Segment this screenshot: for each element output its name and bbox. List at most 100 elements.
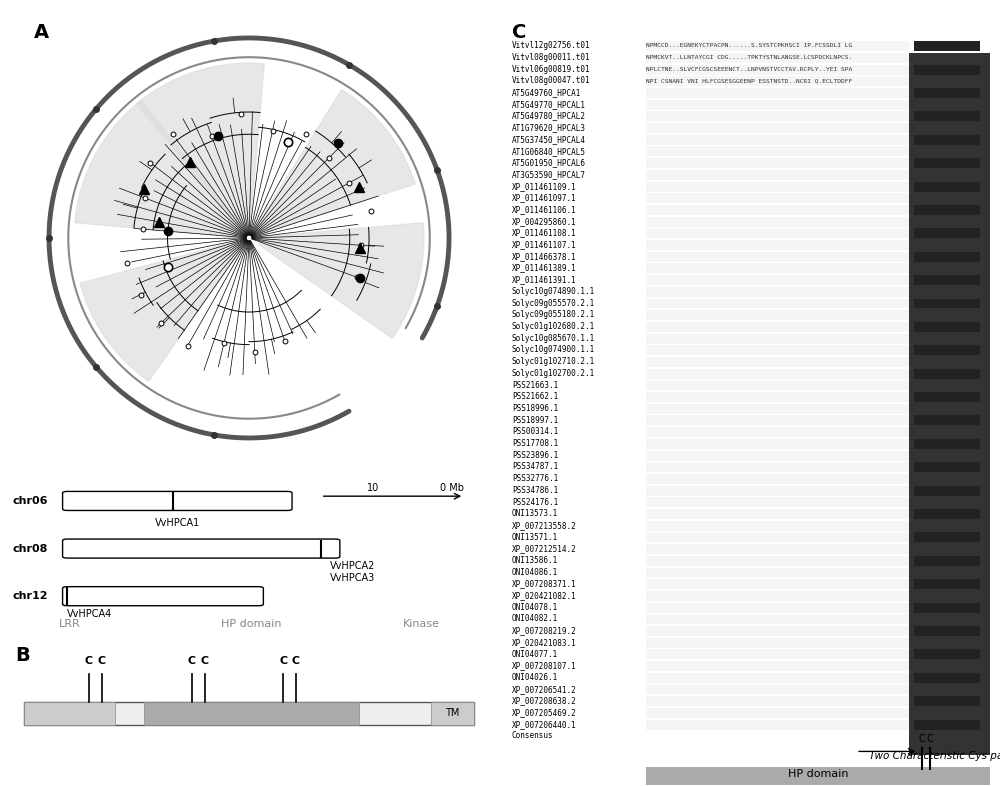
- Text: XP_011466378.1: XP_011466378.1: [512, 252, 577, 261]
- Bar: [646, 333, 909, 343]
- Text: VvHPCA4: VvHPCA4: [67, 609, 113, 619]
- Text: Solyc01g102700.2.1: Solyc01g102700.2.1: [512, 369, 595, 378]
- Text: Kinase: Kinase: [403, 619, 440, 629]
- Text: chr12: chr12: [13, 591, 48, 601]
- Text: ONI04082.1: ONI04082.1: [512, 615, 558, 623]
- Text: XP_011461097.1: XP_011461097.1: [512, 193, 577, 203]
- Bar: [646, 719, 909, 729]
- Text: Solyc10g085670.1.1: Solyc10g085670.1.1: [512, 334, 595, 343]
- Bar: [646, 450, 909, 461]
- Text: Solyc10g074900.1.1: Solyc10g074900.1.1: [512, 346, 595, 354]
- Text: XP_011461107.1: XP_011461107.1: [512, 241, 577, 249]
- Text: Solyc09g055570.2.1: Solyc09g055570.2.1: [512, 299, 595, 307]
- Text: XP_020421083.1: XP_020421083.1: [512, 638, 577, 647]
- Text: XP_007205469.2: XP_007205469.2: [512, 708, 577, 717]
- Bar: [914, 41, 980, 51]
- Text: Vitvl12g02756.t01: Vitvl12g02756.t01: [512, 42, 591, 50]
- Polygon shape: [137, 63, 264, 229]
- Text: A: A: [34, 23, 49, 42]
- Text: PSS32776.1: PSS32776.1: [512, 474, 558, 483]
- Text: XP_007206440.1: XP_007206440.1: [512, 720, 577, 729]
- Bar: [431, 702, 474, 725]
- Bar: [646, 100, 909, 109]
- FancyBboxPatch shape: [63, 539, 340, 558]
- Bar: [914, 369, 980, 379]
- Text: PSS17708.1: PSS17708.1: [512, 439, 558, 448]
- Text: AT3G53590_HPCAL7: AT3G53590_HPCAL7: [512, 170, 586, 179]
- Text: AT5G01950_HPCAL6: AT5G01950_HPCAL6: [512, 158, 586, 167]
- Bar: [914, 299, 980, 308]
- Bar: [914, 134, 980, 145]
- Bar: [914, 158, 980, 168]
- Bar: [914, 579, 980, 590]
- Bar: [646, 649, 909, 659]
- Bar: [914, 322, 980, 332]
- Bar: [914, 673, 980, 683]
- Bar: [914, 509, 980, 519]
- Bar: [646, 41, 909, 51]
- Text: XP_011461109.1: XP_011461109.1: [512, 182, 577, 191]
- Bar: [646, 567, 909, 578]
- Bar: [646, 486, 909, 496]
- Text: XP_007208219.2: XP_007208219.2: [512, 626, 577, 635]
- Text: XP_007208371.1: XP_007208371.1: [512, 579, 577, 589]
- Text: AT5G49770_HPCAL1: AT5G49770_HPCAL1: [512, 100, 586, 109]
- Text: C: C: [85, 656, 93, 667]
- Text: VvHPCA1: VvHPCA1: [155, 519, 200, 528]
- Text: NPLCTNE..SLVCFCGSCSEEENCT..LNPVNSTVCCTAV.RCPLY..YEI SPA: NPLCTNE..SLVCFCGSCSEEENCT..LNPVNSTVCCTAV…: [646, 67, 852, 72]
- Text: XP_011461106.1: XP_011461106.1: [512, 205, 577, 214]
- Text: XP_011461389.1: XP_011461389.1: [512, 263, 577, 273]
- Text: VvHPCA2
VvHPCA3: VvHPCA2 VvHPCA3: [330, 561, 376, 583]
- Bar: [914, 556, 980, 566]
- Bar: [646, 591, 909, 601]
- Text: ONI04026.1: ONI04026.1: [512, 673, 558, 682]
- FancyBboxPatch shape: [63, 491, 292, 510]
- Text: LRR: LRR: [59, 619, 81, 629]
- Bar: [646, 53, 909, 63]
- Bar: [646, 287, 909, 297]
- Bar: [914, 603, 980, 612]
- Polygon shape: [255, 90, 415, 234]
- Text: TM: TM: [445, 708, 459, 718]
- Bar: [914, 416, 980, 425]
- Bar: [914, 486, 980, 496]
- Text: XP_007213558.2: XP_007213558.2: [512, 521, 577, 530]
- Text: XP_020421082.1: XP_020421082.1: [512, 591, 577, 600]
- Bar: [914, 64, 980, 75]
- Text: Solyc10g074890.1.1: Solyc10g074890.1.1: [512, 287, 595, 296]
- Bar: [646, 439, 909, 449]
- Bar: [646, 112, 909, 121]
- Text: C: C: [188, 656, 196, 667]
- Text: NPMCKVT..LLNTAYCGI CDG.....TPKTYSTNLANGSE.LCSPDCKLNPCS.: NPMCKVT..LLNTAYCGI CDG.....TPKTYSTNLANGS…: [646, 55, 852, 60]
- Bar: [914, 392, 980, 402]
- Text: C: C: [292, 656, 300, 667]
- Bar: [914, 229, 980, 238]
- Text: XP_007212514.2: XP_007212514.2: [512, 545, 577, 553]
- Bar: [646, 64, 909, 75]
- Bar: [914, 275, 980, 285]
- Bar: [914, 252, 980, 262]
- Bar: [646, 345, 909, 355]
- Text: AT1G79620_HPCAL3: AT1G79620_HPCAL3: [512, 123, 586, 132]
- Text: chr08: chr08: [13, 544, 48, 553]
- Text: AT5G49760_HPCA1: AT5G49760_HPCA1: [512, 88, 581, 97]
- Bar: [646, 299, 909, 308]
- Bar: [144, 702, 359, 725]
- Text: XP_011461108.1: XP_011461108.1: [512, 229, 577, 237]
- Bar: [646, 392, 909, 402]
- Text: Solyc09g055180.2.1: Solyc09g055180.2.1: [512, 310, 595, 319]
- Bar: [646, 88, 909, 98]
- Polygon shape: [259, 222, 424, 338]
- Text: AT5G49780_HPCAL2: AT5G49780_HPCAL2: [512, 112, 586, 120]
- Text: ONI04077.1: ONI04077.1: [512, 649, 558, 659]
- Text: ONI04086.1: ONI04086.1: [512, 567, 558, 577]
- Text: Vitvl06g00819.t01: Vitvl06g00819.t01: [512, 64, 591, 74]
- Bar: [914, 205, 980, 215]
- Bar: [646, 322, 909, 332]
- Bar: [646, 369, 909, 379]
- Text: C: C: [279, 656, 288, 667]
- Polygon shape: [80, 241, 242, 381]
- Bar: [646, 76, 909, 86]
- Bar: [646, 556, 909, 566]
- Bar: [646, 404, 909, 413]
